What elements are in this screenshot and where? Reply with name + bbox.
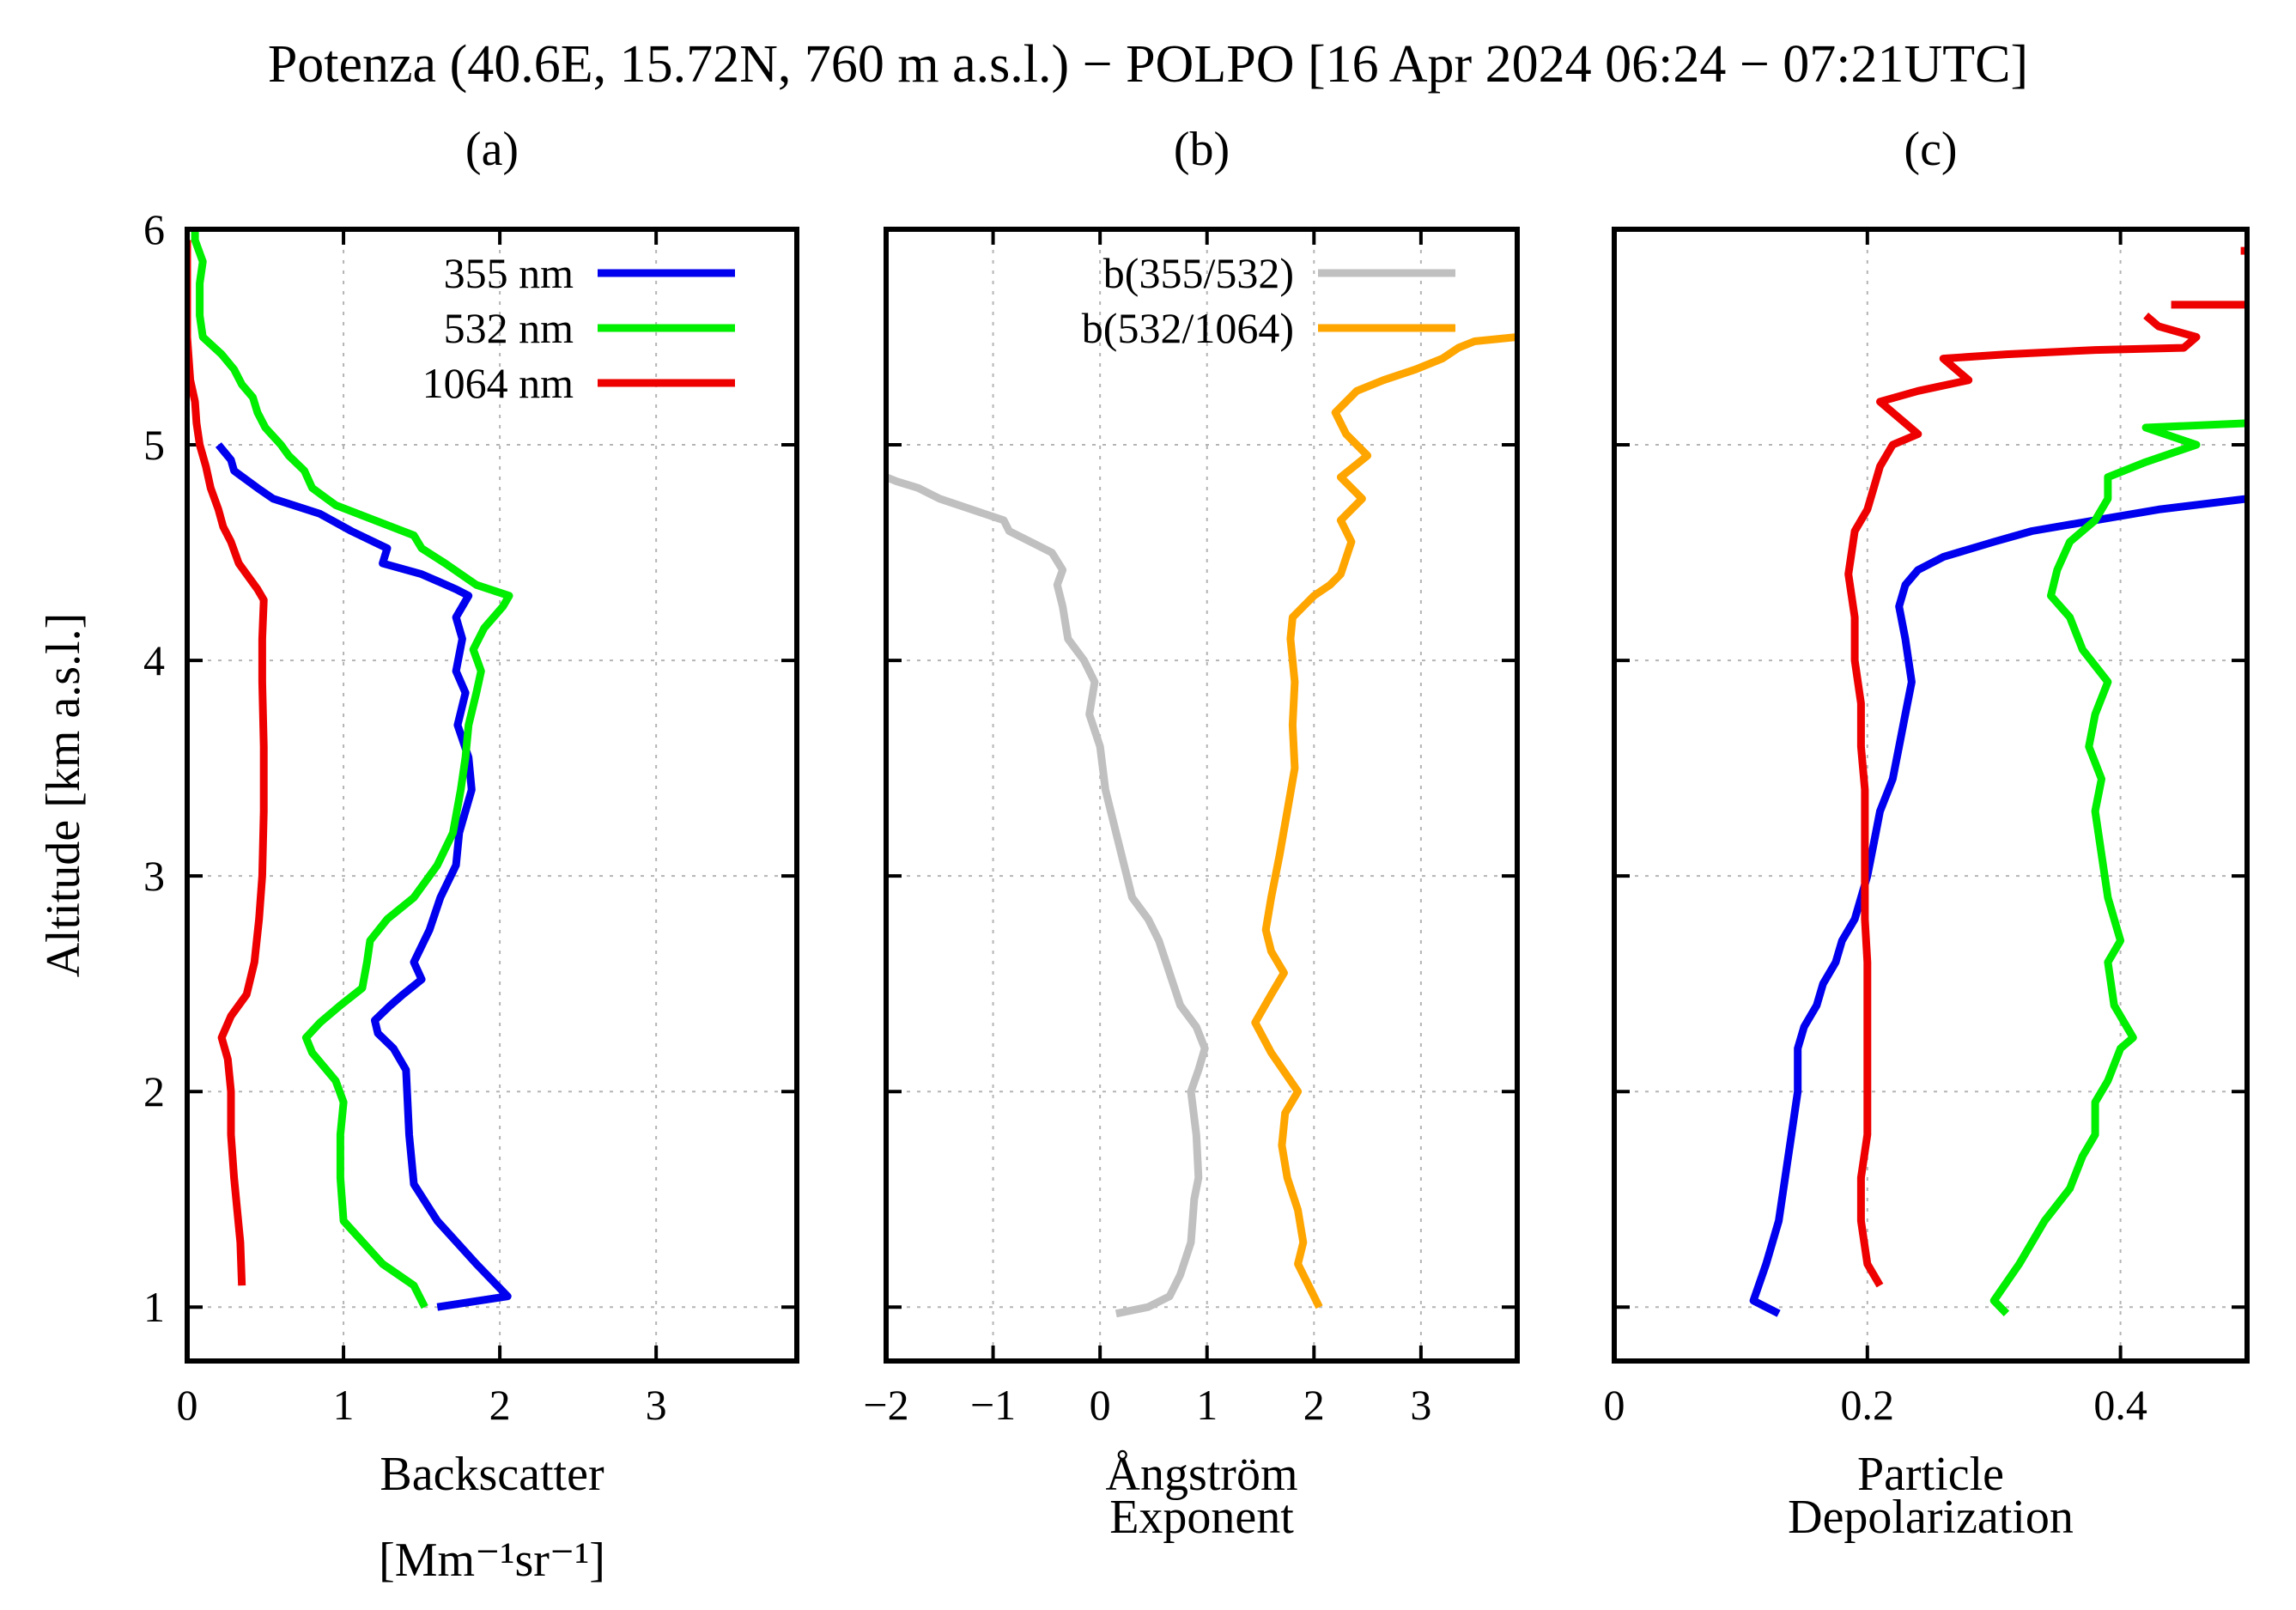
series-line-red: [1844, 312, 2201, 1288]
legend-label: b(355/532): [1103, 249, 1294, 297]
panel-label: (c): [1904, 123, 1957, 176]
y-tick-label: 6: [143, 205, 165, 253]
series-group: [1749, 246, 2247, 1317]
y-tick-label: 2: [143, 1067, 165, 1115]
x-tick-label: 3: [646, 1381, 667, 1429]
x-axis-label: Exponent: [1109, 1491, 1294, 1544]
panel-0: (a) 0 1 2 3 1 2 3 4 5 6 355 nm 532 nm 1064 nm Backscat…: [37, 123, 799, 1587]
x-axis-label: Depolarization: [1788, 1491, 2074, 1544]
x-tick-label: 1: [333, 1381, 355, 1429]
x-tick-label: −1: [970, 1381, 1016, 1429]
y-axis-label: Altitude [km a.s.l.]: [37, 613, 90, 978]
x-tick-label: 3: [1410, 1381, 1431, 1429]
panel-label: (a): [465, 123, 519, 176]
y-tick-label: 3: [143, 852, 165, 900]
x-tick-label: 0.2: [1841, 1381, 1895, 1429]
x-tick-label: 1: [1196, 1381, 1218, 1429]
x-tick-label: 0.4: [2093, 1381, 2147, 1429]
x-axis-label: Backscatter: [380, 1448, 604, 1501]
series-group: [886, 333, 1517, 1318]
legend-label: 1064 nm: [422, 359, 574, 407]
x-axis-label: Ångström: [1106, 1448, 1298, 1501]
series-line-355-nm: [215, 442, 512, 1311]
y-tick-label: 1: [143, 1283, 165, 1331]
legend-label: 355 nm: [444, 249, 574, 297]
x-tick-label: 2: [1303, 1381, 1325, 1429]
plot-frame: [185, 227, 799, 1364]
y-tick-label: 5: [143, 421, 165, 469]
series-line-b-355-532-: [886, 473, 1209, 1318]
series-line-blue: [1749, 495, 2247, 1317]
x-axis-label: Particle: [1857, 1448, 2004, 1501]
panels: (a) 0 1 2 3 1 2 3 4 5 6 355 nm 532 nm 1064 nm Backscat…: [37, 123, 2250, 1587]
series-line-green: [1989, 419, 2247, 1316]
series-line-532-nm: [191, 229, 513, 1309]
x-tick-label: −2: [863, 1381, 908, 1429]
panel-1: (b) −2 −1 0 1 2 3 b(355/532) b(532/1064) Ångström…: [863, 123, 1520, 1544]
y-tick-label: 4: [143, 636, 165, 684]
series-line-1064-nm: [187, 240, 268, 1286]
x-tick-label: 0: [1604, 1381, 1625, 1429]
legend-label: b(532/1064): [1082, 304, 1294, 352]
x-tick-label: 0: [177, 1381, 198, 1429]
x-axis-label: [Mm⁻¹sr⁻¹]: [379, 1534, 605, 1587]
figure-title: Potenza (40.6E, 15.72N, 760 m a.s.l.) − …: [268, 35, 2028, 94]
plot-frame: [884, 227, 1520, 1364]
legend-label: 532 nm: [444, 304, 574, 352]
panel-label: (b): [1174, 123, 1230, 176]
x-tick-label: 0: [1090, 1381, 1111, 1429]
plot-frame: [1612, 227, 2250, 1364]
x-tick-label: 2: [489, 1381, 511, 1429]
series-group: [187, 229, 513, 1311]
series-line-b-532-1064-: [1251, 333, 1517, 1309]
